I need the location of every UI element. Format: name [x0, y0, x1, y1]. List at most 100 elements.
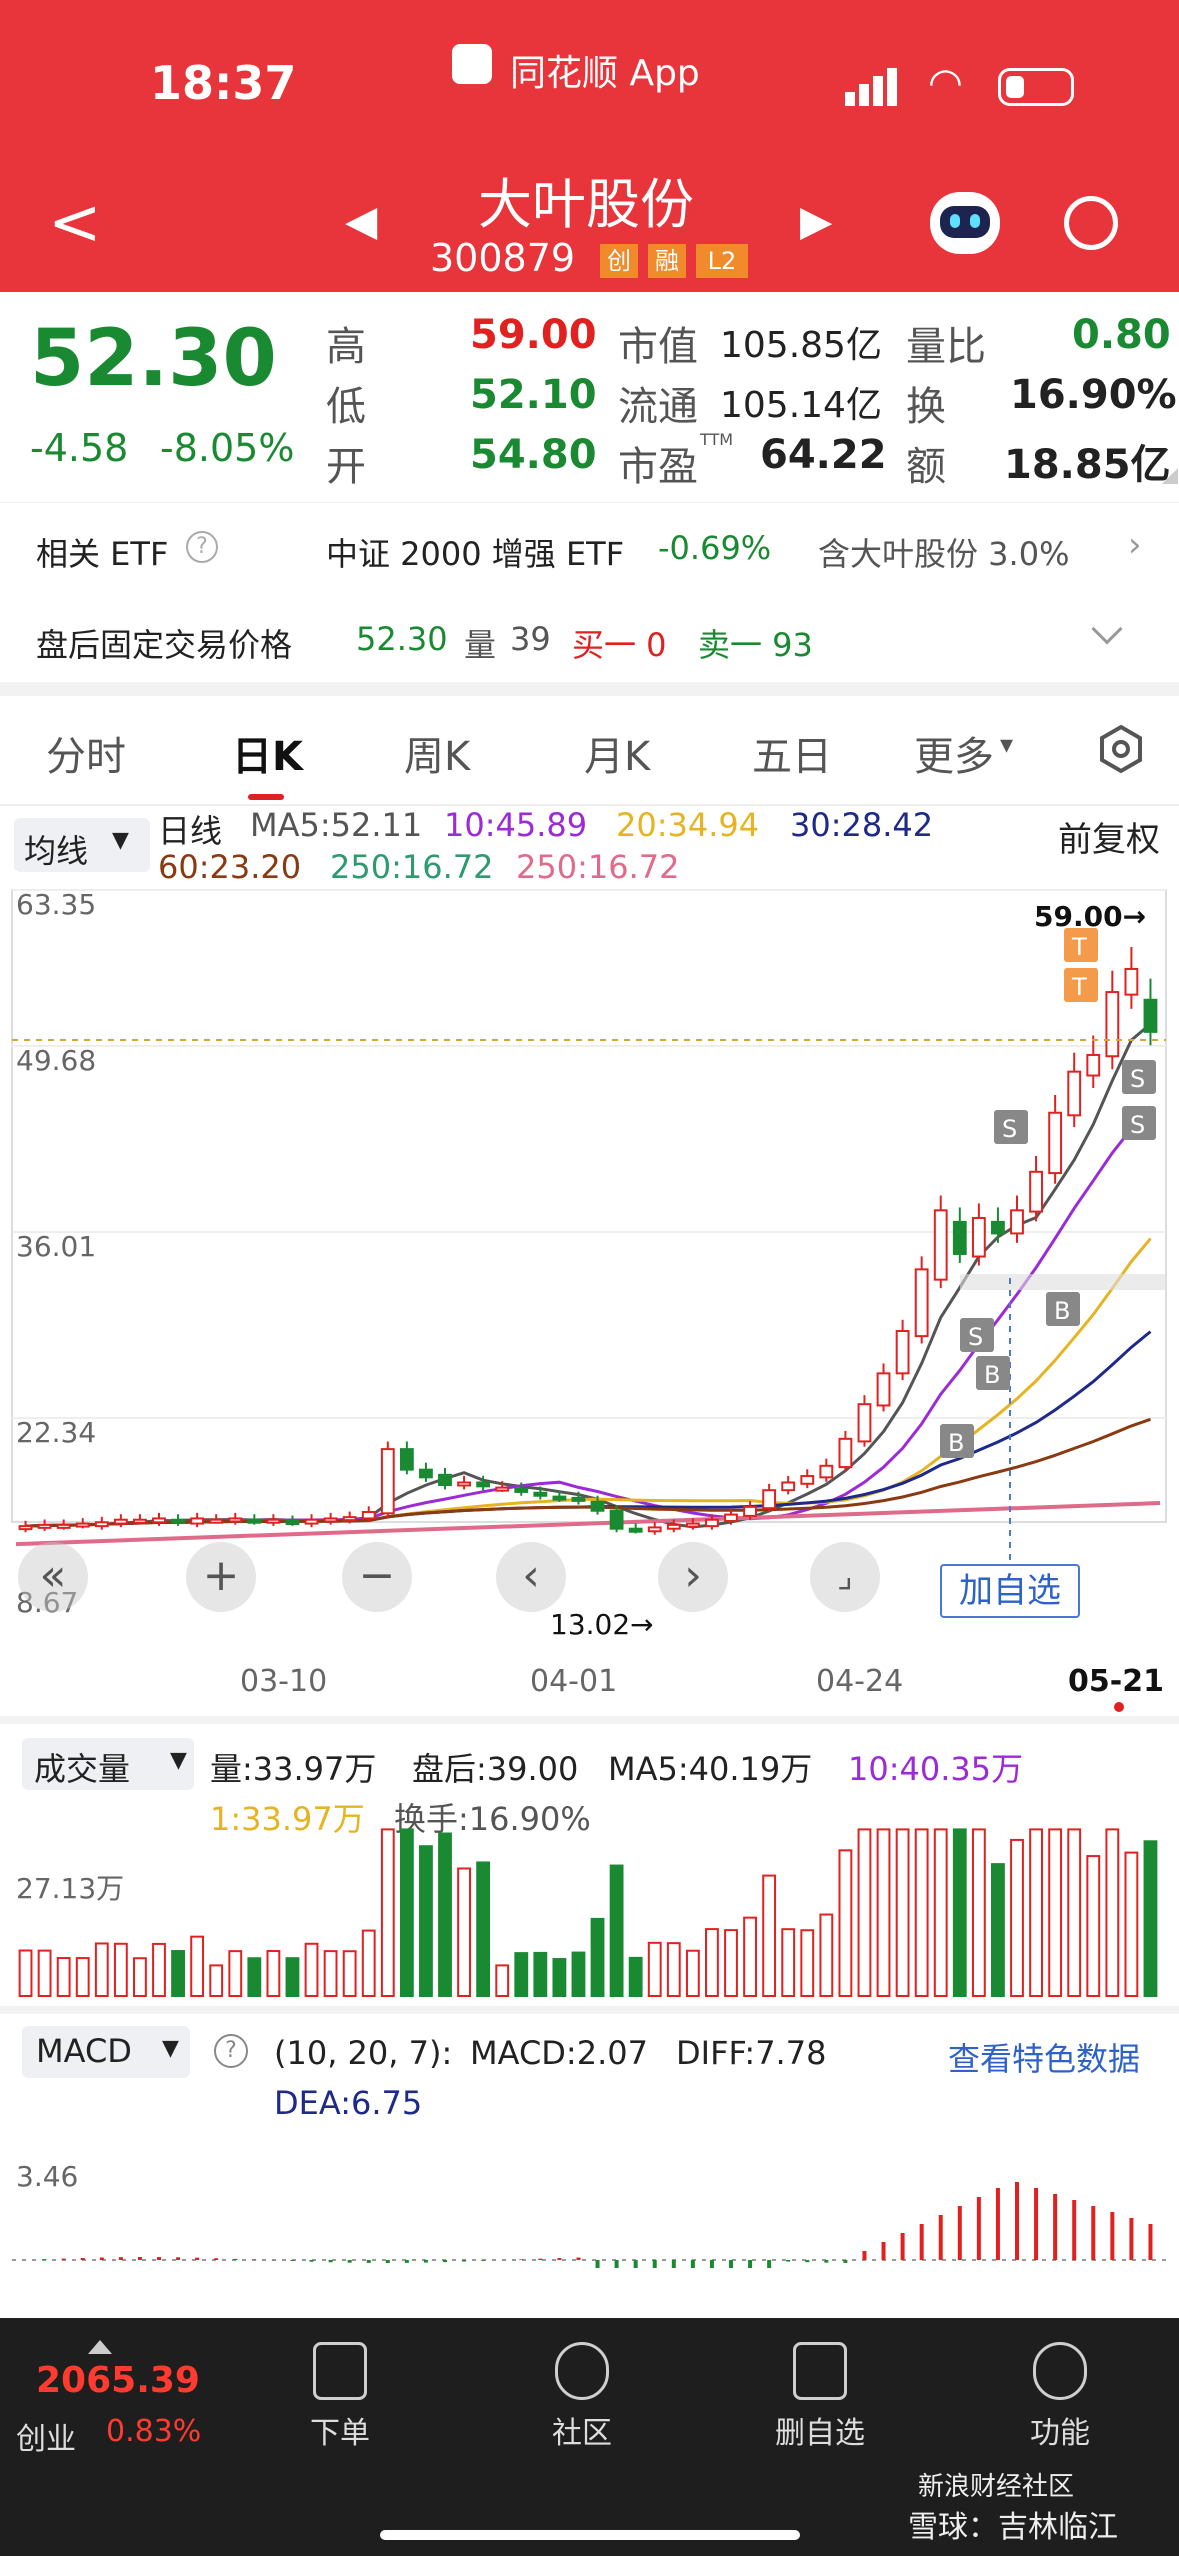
macd-feature-link[interactable]: 查看特色数据 [948, 2040, 1141, 2078]
price-adjust[interactable]: 前复权 [1058, 820, 1160, 860]
add-watch-button[interactable]: 加自选 [940, 1564, 1080, 1618]
volume-bar [838, 1849, 853, 1998]
index-value[interactable]: 2065.39 [36, 2360, 200, 2401]
macd-selector[interactable]: MACD ▼ [22, 2026, 190, 2078]
candle [685, 1522, 700, 1528]
afterhours-row[interactable]: 盘后固定交易价格 52.30 量 39 买一 0 卖一 93 [0, 592, 1179, 682]
marker-s-3-label: S [1130, 1111, 1145, 1139]
home-indicator [380, 2530, 800, 2540]
candle [857, 1403, 872, 1443]
volume-bar [419, 1845, 433, 1998]
ma30-value: 30:28.42 [790, 806, 934, 844]
candle [971, 1217, 986, 1258]
volume-bar [1029, 1828, 1043, 1998]
nav-remove-watch[interactable]: 删自选 [740, 2318, 900, 2452]
volume-bar [571, 1951, 586, 1997]
open-value: 54.80 [470, 432, 597, 478]
tab-more[interactable]: 更多 [914, 734, 994, 780]
y-tick-2: 49.68 [16, 1044, 96, 1077]
macd-bars [12, 2182, 1166, 2268]
candle [552, 1495, 567, 1501]
nav-community[interactable]: 社区 [502, 2318, 662, 2452]
tab-five-day[interactable]: 五日 [752, 734, 832, 780]
candle [1105, 991, 1120, 1058]
zoom-all-left-icon[interactable]: « [18, 1542, 88, 1612]
volume-bar [266, 1950, 281, 1997]
tab-weekly-k[interactable]: 周K [404, 734, 471, 780]
etf-name: 中证 2000 增强 ETF [326, 535, 625, 573]
marker-t-1-label: T [1071, 933, 1087, 961]
help-icon[interactable]: ? [214, 2034, 248, 2068]
bottom-bar: 2065.39 创业 0.83% 下单 社区 删自选 功能 新浪财经社区 雪球：… [0, 2318, 1179, 2556]
volume-bar [971, 1828, 986, 1998]
ma-selector[interactable]: 均线 ▼ [14, 818, 150, 872]
ma10-value: 10:45.89 [444, 806, 588, 844]
kline-frame [11, 889, 1167, 1523]
vol-value: 量:33.97万 [210, 1750, 377, 1788]
help-icon[interactable]: ? [186, 531, 218, 563]
volume-chart: 27.13万 [16, 1828, 1158, 1998]
volume-bar [628, 1956, 643, 1998]
candle [285, 1520, 300, 1526]
robot-assistant-icon[interactable] [930, 192, 1000, 254]
prev-stock-icon[interactable]: ◀ [345, 196, 378, 245]
nav-functions[interactable]: 功能 [980, 2318, 1140, 2452]
candle [590, 1500, 605, 1512]
expand-up-icon[interactable] [88, 2340, 112, 2354]
pe-value: 64.22 [760, 432, 887, 478]
volume-bar [533, 1951, 548, 1997]
index-name: 创业 [16, 2422, 76, 2457]
kline-candles [15, 946, 1161, 1547]
tab-daily-k[interactable]: 日K [232, 734, 303, 780]
tab-monthly-k[interactable]: 月K [584, 734, 651, 780]
back-icon[interactable]: < [48, 186, 102, 260]
signal-icon [845, 66, 907, 106]
volume-bar [342, 1950, 357, 1998]
badge-chuang: 创 [600, 244, 638, 278]
fullscreen-icon[interactable]: ⌟ [810, 1542, 880, 1612]
next-stock-icon[interactable]: ▶ [800, 196, 833, 245]
candle [838, 1437, 853, 1469]
volume-bar [171, 1950, 185, 1997]
scroll-left-icon[interactable]: ‹ [496, 1542, 566, 1612]
price-change: -4.58 [30, 426, 129, 470]
marker-b-2 [976, 1356, 1010, 1390]
candle [94, 1521, 109, 1528]
vol-ma10: 10:40.35万 [848, 1750, 1024, 1788]
volume-selector[interactable]: 成交量 ▼ [22, 1738, 194, 1790]
low-price-mark: 13.02→ [550, 1608, 654, 1640]
ma20-value: 20:34.94 [616, 806, 760, 844]
expand-corner-icon[interactable] [1162, 468, 1178, 484]
etf-row[interactable]: 相关 ETF ? 中证 2000 增强 ETF -0.69% 含大叶股份 3.0… [0, 502, 1179, 592]
candle [628, 1527, 643, 1533]
nav-order[interactable]: 下单 [260, 2318, 420, 2452]
tab-fenshi[interactable]: 分时 [46, 734, 126, 780]
vol-y-tick: 27.13万 [16, 1872, 124, 1905]
marker-s-1-label: S [1002, 1115, 1017, 1143]
amount-value: 18.85亿 [1004, 442, 1171, 488]
candle [609, 1509, 624, 1530]
macd-value: MACD:2.07 [470, 2034, 648, 2072]
wifi-icon: ◠ [928, 60, 963, 106]
index-pct: 0.83% [106, 2414, 202, 2449]
volume-selector-label: 成交量 [34, 1750, 131, 1788]
zoom-out-icon[interactable]: − [342, 1542, 412, 1612]
candle [533, 1491, 548, 1497]
volume-bar [75, 1957, 90, 1997]
price-change-pct: -8.05% [160, 426, 295, 470]
kline-chart[interactable]: 63.35 49.68 36.01 22.34 8.67 59.00→ 13.0… [0, 880, 1179, 1640]
date-tick-5: 05-21 [1068, 1664, 1164, 1699]
zoom-in-icon[interactable]: + [186, 1542, 256, 1612]
app-pill[interactable]: 同花顺 App [510, 53, 700, 94]
caret-down-icon[interactable]: ▾ [1000, 730, 1014, 760]
volume-bar [819, 1913, 834, 1997]
chevron-down-icon[interactable] [1091, 613, 1123, 645]
active-tab-indicator [248, 794, 284, 800]
search-icon[interactable] [1064, 196, 1118, 250]
candle [419, 1468, 433, 1479]
chevron-right-icon[interactable]: › [1128, 525, 1142, 565]
scroll-right-icon[interactable]: › [658, 1542, 728, 1612]
settings-hex-icon[interactable] [1096, 724, 1146, 774]
afterhours-label: 盘后固定交易价格 [36, 626, 293, 664]
marker-s-2 [1122, 1060, 1156, 1094]
